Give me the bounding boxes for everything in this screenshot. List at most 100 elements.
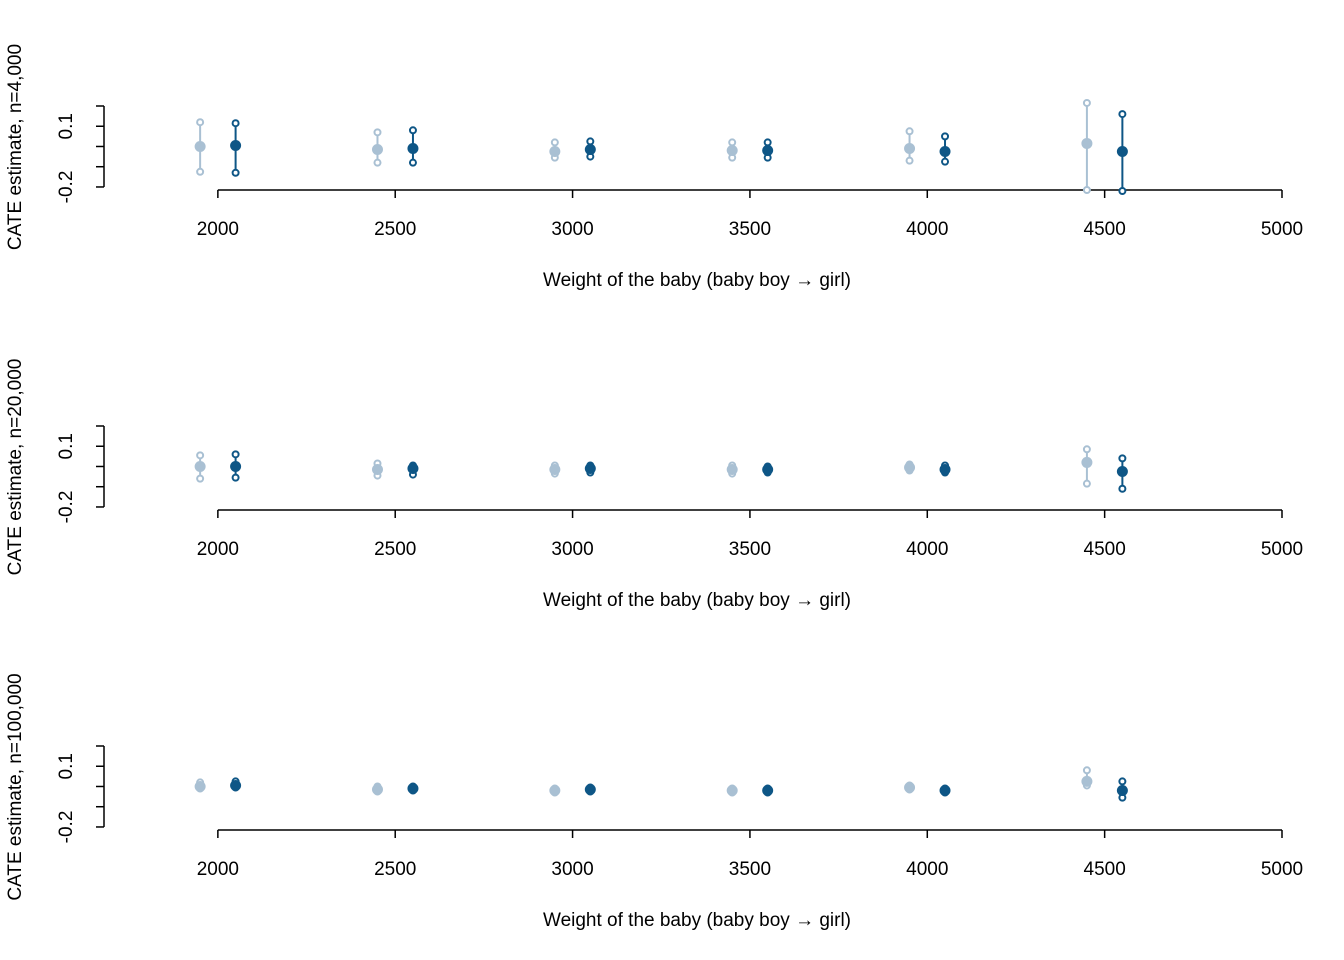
x-tick-label: 5000: [1261, 859, 1303, 880]
ci-lower: [941, 157, 950, 166]
y-axis-label: CATE estimate, n=100,000: [5, 673, 26, 900]
point: [726, 785, 738, 797]
ci-upper: [1082, 98, 1091, 107]
ci-upper: [763, 138, 772, 147]
x-tick-label: 5000: [1261, 219, 1303, 240]
point: [584, 463, 596, 475]
ci-lower: [905, 156, 914, 165]
point: [407, 143, 419, 155]
y-tick-label: -0.2: [56, 171, 77, 204]
y-tick-label: 0.1: [56, 433, 77, 459]
ci-upper: [231, 450, 240, 459]
x-tick-label: 2500: [374, 219, 416, 240]
ci-upper: [1118, 110, 1127, 119]
x-tick-label: 4000: [906, 539, 948, 560]
ci-upper: [1082, 766, 1091, 775]
ci-upper: [550, 138, 559, 147]
ci-upper: [586, 137, 595, 146]
ci-lower: [196, 167, 205, 176]
y-tick-label: -0.2: [56, 491, 77, 524]
point: [904, 781, 916, 793]
x-tick-label: 4000: [906, 219, 948, 240]
ci-upper: [196, 451, 205, 460]
x-tick-label: 3000: [551, 219, 593, 240]
point: [584, 784, 596, 796]
ci-upper: [373, 128, 382, 137]
ci-lower: [408, 158, 417, 167]
x-tick-label: 3500: [729, 539, 771, 560]
x-tick-label: 2500: [374, 539, 416, 560]
x-tick-label: 4500: [1084, 539, 1126, 560]
y-axis-label: CATE estimate, n=4,000: [5, 44, 26, 250]
x-tick-label: 2500: [374, 859, 416, 880]
x-tick-label: 5000: [1261, 539, 1303, 560]
point: [549, 464, 561, 476]
ci-lower: [1118, 187, 1127, 196]
point: [726, 464, 738, 476]
point: [1081, 137, 1093, 149]
point: [407, 783, 419, 795]
ci-upper: [408, 126, 417, 135]
x-tick-label: 2000: [197, 219, 239, 240]
ci-upper: [1118, 777, 1127, 786]
ci-upper: [728, 138, 737, 147]
point: [939, 464, 951, 476]
x-tick-label: 3500: [729, 859, 771, 880]
x-tick-label: 2000: [197, 539, 239, 560]
point: [1116, 466, 1128, 478]
x-tick-label: 4500: [1084, 219, 1126, 240]
point: [904, 143, 916, 155]
x-tick-label: 3000: [551, 539, 593, 560]
x-tick-label: 4000: [906, 859, 948, 880]
point: [194, 460, 206, 472]
x-tick-label: 2000: [197, 859, 239, 880]
ci-lower: [231, 473, 240, 482]
point: [1081, 456, 1093, 468]
x-tick-label: 4500: [1084, 859, 1126, 880]
point: [371, 784, 383, 796]
point: [726, 145, 738, 157]
ci-upper: [231, 119, 240, 128]
point: [230, 139, 242, 151]
x-axis-label: Weight of the baby (baby boy → girl): [543, 270, 851, 291]
point: [939, 146, 951, 158]
point: [939, 785, 951, 797]
x-axis-label: Weight of the baby (baby boy → girl): [543, 910, 851, 931]
x-axis-label: Weight of the baby (baby boy → girl): [543, 590, 851, 611]
y-tick-label: 0.1: [56, 753, 77, 779]
point: [194, 780, 206, 792]
point: [762, 145, 774, 157]
point: [407, 463, 419, 475]
ci-upper: [941, 132, 950, 141]
point: [1116, 146, 1128, 158]
point: [584, 144, 596, 156]
y-axis-label: CATE estimate, n=20,000: [5, 359, 26, 576]
point: [230, 779, 242, 791]
ci-upper: [196, 118, 205, 127]
ci-upper: [905, 127, 914, 136]
point: [371, 144, 383, 156]
point: [549, 146, 561, 158]
ci-lower: [1082, 479, 1091, 488]
point: [762, 785, 774, 797]
ci-lower: [1118, 484, 1127, 493]
x-tick-label: 3500: [729, 219, 771, 240]
point: [371, 464, 383, 476]
ci-upper: [1082, 445, 1091, 454]
ci-lower: [231, 168, 240, 177]
point: [762, 464, 774, 476]
ci-lower: [373, 158, 382, 167]
point: [549, 785, 561, 797]
point: [194, 140, 206, 152]
point: [1116, 785, 1128, 797]
point: [230, 460, 242, 472]
y-tick-label: -0.2: [56, 811, 77, 844]
y-tick-label: 0.1: [56, 113, 77, 139]
ci-upper: [1118, 454, 1127, 463]
ci-lower: [196, 474, 205, 483]
point: [904, 461, 916, 473]
ci-lower: [1082, 186, 1091, 194]
point: [1081, 775, 1093, 787]
x-tick-label: 3000: [551, 859, 593, 880]
